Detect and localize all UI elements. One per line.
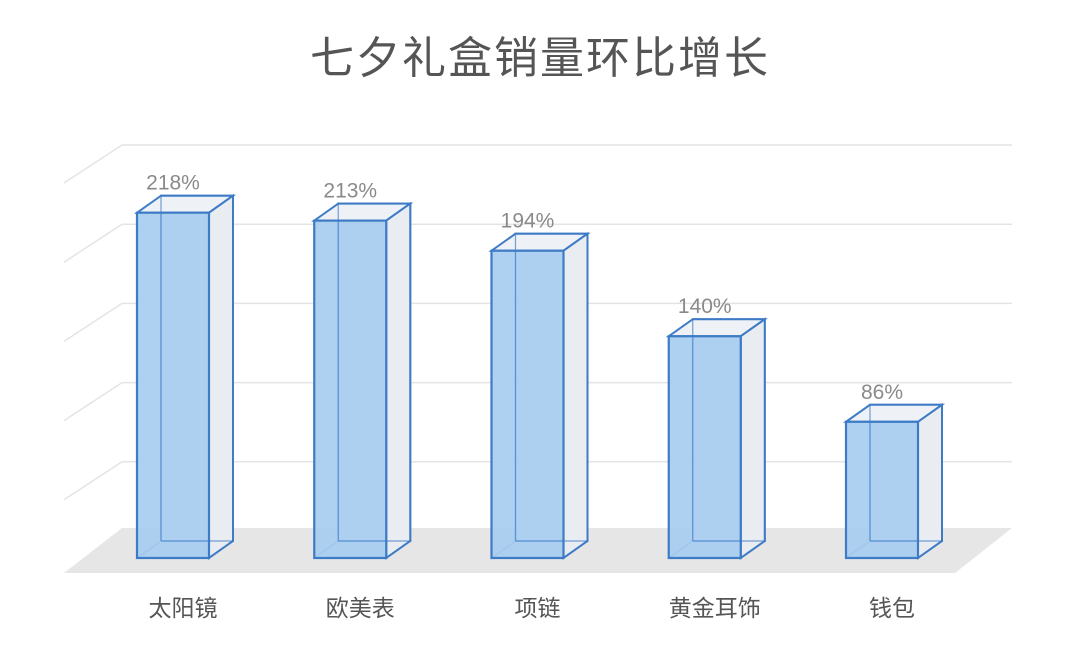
bar-黄金耳饰: [665, 317, 768, 560]
value-label: 140%: [678, 295, 732, 318]
gridline-depth: [63, 461, 123, 501]
bar-front-face: [313, 219, 388, 560]
bar-front-face: [135, 211, 211, 560]
bar-side-face: [208, 193, 234, 560]
chart-title: 七夕礼盒销量环比增长: [310, 33, 770, 84]
bar-side-face: [562, 231, 589, 560]
bar-钱包: [842, 402, 946, 560]
gridline-depth: [63, 144, 123, 184]
bar-side-face: [917, 402, 943, 560]
gridline-depth: [63, 302, 123, 343]
category-label: 黄金耳饰: [669, 596, 761, 622]
bar-front-face: [667, 335, 742, 560]
category-label: 钱包: [869, 596, 915, 622]
bar-太阳镜: [133, 193, 237, 560]
bar-front-face: [844, 420, 920, 560]
bars: [133, 193, 946, 560]
bar-项链: [488, 231, 591, 560]
bar-front-face: [490, 249, 565, 560]
labels: 218% 太阳镜 213% 欧美表 194% 项链 140% 黄金耳饰 86% 钱包: [146, 172, 915, 622]
bar-欧美表: [311, 201, 414, 560]
category-label: 项链: [515, 596, 561, 622]
value-label: 218%: [146, 172, 200, 195]
category-label: 欧美表: [326, 596, 395, 622]
bar-side-face: [739, 317, 766, 560]
value-label: 194%: [501, 210, 555, 233]
value-label: 86%: [861, 381, 903, 404]
category-label: 太阳镜: [149, 596, 218, 622]
bar-side-face: [385, 201, 412, 560]
value-label: 213%: [323, 180, 377, 203]
gridline-depth: [63, 223, 123, 263]
gridline-depth: [63, 381, 123, 422]
